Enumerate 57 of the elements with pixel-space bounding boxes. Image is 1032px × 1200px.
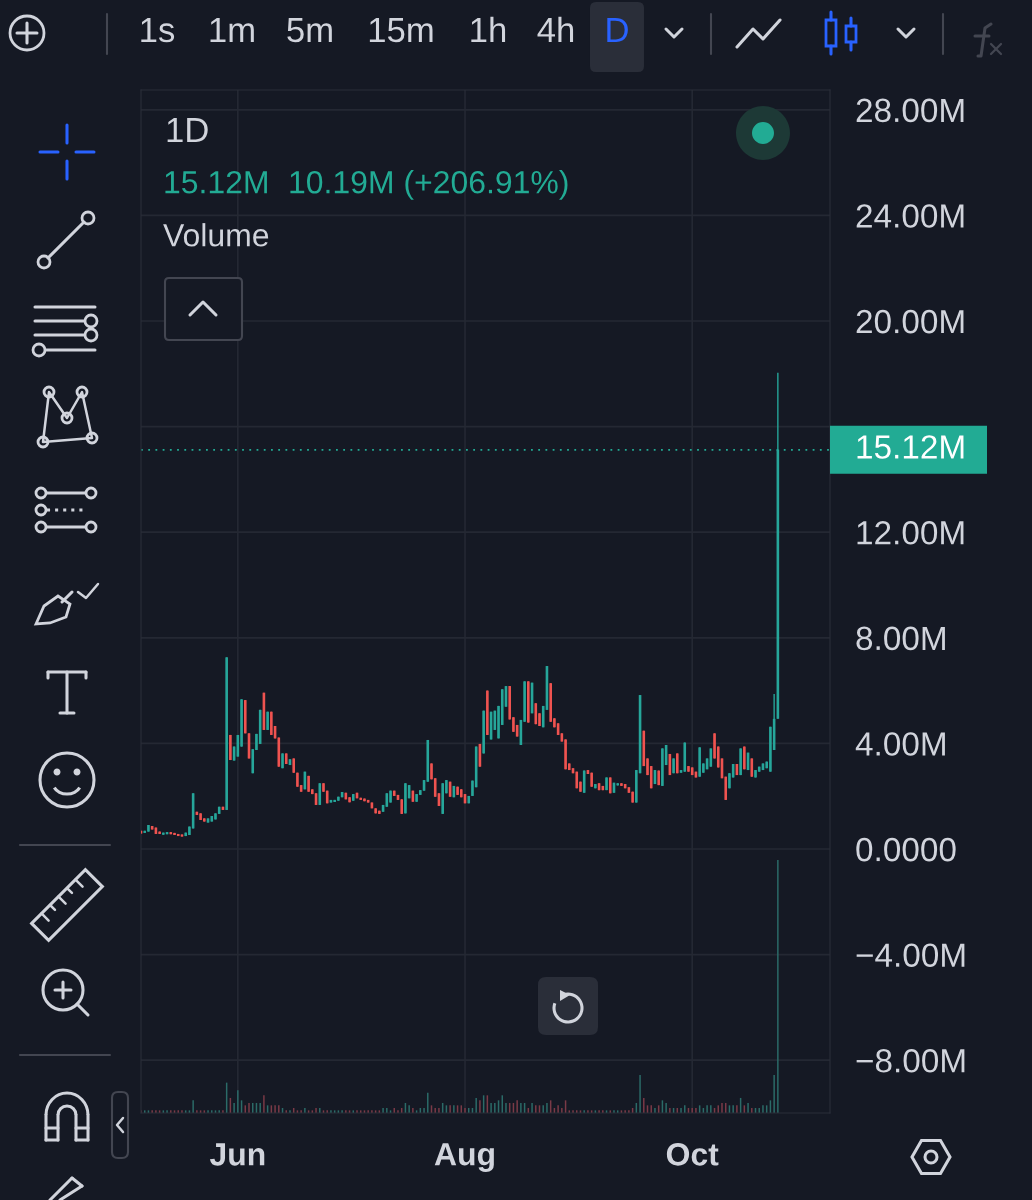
y-tick-label: 28.00M <box>856 98 964 123</box>
y-tick-label: −4.00M <box>856 943 965 968</box>
ref-line-label: 15.12M <box>857 435 964 459</box>
candlestick <box>620 782 623 787</box>
text: 1m <box>210 18 254 42</box>
candlestick <box>229 734 232 761</box>
text: 1h <box>471 16 506 42</box>
candlestick <box>270 711 273 736</box>
candlestick <box>374 807 377 815</box>
y-tick-label: 20.00M <box>856 309 964 334</box>
annotation: 15.12M <box>165 170 267 194</box>
y-tick-label: 0.0000 <box>856 837 956 862</box>
candlestick <box>404 782 407 815</box>
y-tick-label: 24.00M <box>856 204 964 228</box>
text: 1s <box>141 18 175 43</box>
candlestick <box>162 831 165 836</box>
candlestick <box>739 747 742 776</box>
candlestick <box>687 765 690 773</box>
candlestick <box>199 812 202 821</box>
candlestick <box>456 786 459 796</box>
candlestick <box>441 782 444 815</box>
candlestick <box>590 772 593 788</box>
y-tick-label: 8.00M <box>856 626 945 651</box>
candlestick <box>631 791 634 804</box>
candlestick <box>296 772 299 788</box>
candlestick <box>605 776 608 791</box>
y-tick-label: 4.00M <box>855 732 945 756</box>
candlestick <box>750 757 754 778</box>
candlestick <box>743 745 746 770</box>
text: 15m <box>369 18 433 43</box>
candlestick <box>173 832 176 836</box>
candlestick <box>348 796 351 803</box>
candlestick <box>389 789 392 804</box>
candlestick <box>307 775 310 793</box>
x-tick-label: Aug <box>434 1143 494 1172</box>
candlestick <box>415 793 418 803</box>
candlestick <box>754 769 757 779</box>
candlestick <box>378 810 381 815</box>
x-tick-label: Oct <box>666 1143 719 1166</box>
candlestick <box>333 799 336 803</box>
candlestick <box>318 782 322 806</box>
text: D <box>607 18 628 42</box>
annotation: Volume <box>163 223 269 247</box>
y-tick-label: 12.00M <box>857 521 964 545</box>
candlestick <box>266 711 269 731</box>
candlestick <box>281 752 284 769</box>
text: 1D <box>167 118 208 142</box>
annotation: 10.19M (+206.91%) <box>290 170 568 200</box>
candlestick <box>672 757 675 774</box>
text: 4h <box>537 16 574 42</box>
candlestick <box>337 796 340 802</box>
text: 5m <box>287 18 332 43</box>
candlestick <box>698 746 701 778</box>
x-tick-label: Jun <box>209 1143 265 1166</box>
candlestick <box>147 824 150 833</box>
candlestick <box>594 783 597 789</box>
y-tick-label: −8.00M <box>856 1049 965 1073</box>
